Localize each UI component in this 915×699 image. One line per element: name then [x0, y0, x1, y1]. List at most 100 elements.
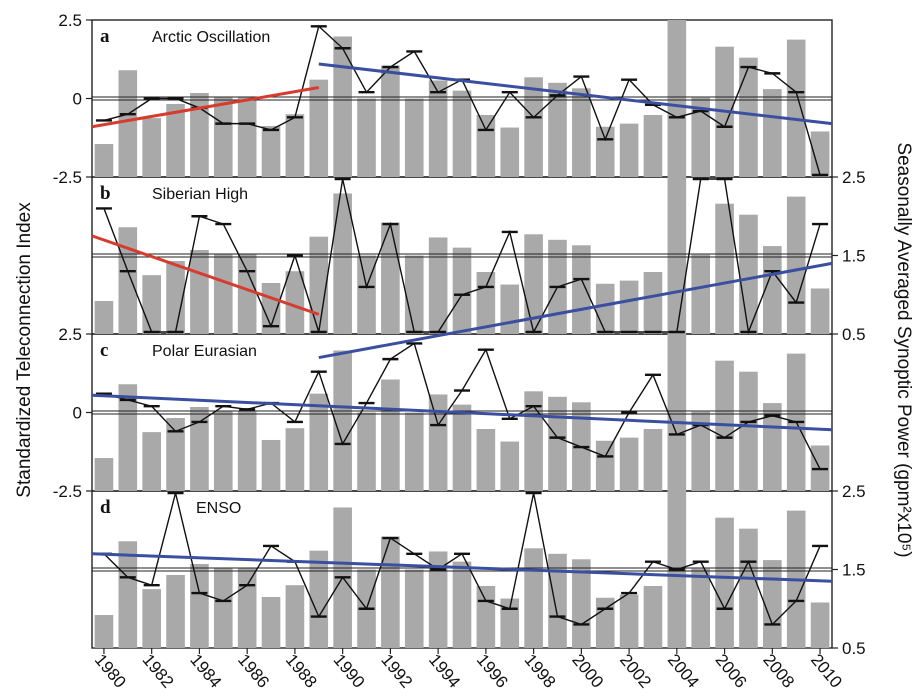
power-bar — [357, 98, 376, 177]
power-bar — [619, 437, 639, 491]
power-bar — [524, 234, 543, 334]
power-bar — [333, 193, 352, 334]
power-bar — [404, 98, 424, 177]
panel-labels: a Arctic Oscillation b Siberian High c Polar … — [100, 26, 270, 518]
left-tick-label: -2.5 — [53, 482, 82, 501]
left-tick-label: 0 — [73, 90, 82, 109]
power-bar — [94, 301, 114, 334]
power-bar — [404, 255, 424, 334]
trend-line — [318, 261, 833, 360]
right-tick-label: 2.5 — [842, 168, 866, 187]
power-bar — [190, 93, 209, 177]
power-bar — [94, 615, 114, 648]
power-bar — [810, 131, 830, 177]
power-bar — [237, 567, 257, 648]
power-bar — [619, 594, 639, 648]
right-tick-label: 0.5 — [842, 639, 866, 658]
power-bar — [285, 585, 305, 648]
power-bar — [739, 528, 758, 648]
power-bar — [595, 283, 615, 334]
x-tick-label: 1980 — [91, 650, 130, 691]
power-bar — [190, 564, 209, 648]
power-bar — [691, 254, 711, 334]
left-tick-label: 2.5 — [58, 325, 82, 344]
power-bar — [691, 411, 711, 491]
power-bar — [309, 79, 329, 177]
right-tick-label: 1.5 — [842, 561, 866, 580]
power-bar — [619, 280, 639, 334]
power-bar — [452, 404, 472, 491]
power-bar — [285, 114, 305, 177]
power-bar — [476, 114, 496, 177]
power-bar — [548, 553, 567, 648]
x-tick-label: 1986 — [234, 650, 273, 691]
power-bar — [118, 541, 138, 648]
power-bar — [261, 125, 281, 177]
power-bar — [524, 77, 543, 177]
x-tick-label: 2008 — [759, 650, 798, 691]
power-bar — [357, 412, 376, 491]
power-bar — [786, 196, 806, 334]
panel-d-letter: d — [100, 497, 111, 518]
trend-line — [318, 62, 833, 126]
panel-reference-lines — [92, 96, 832, 572]
power-bar — [452, 247, 472, 334]
right-axis-label: Seasonally Averaged Synoptic Power (gpm²… — [893, 142, 914, 557]
power-bar — [548, 82, 567, 177]
right-tick-label: 0.5 — [842, 325, 866, 344]
right-tick-label: 1.5 — [842, 247, 866, 266]
power-bar — [572, 245, 591, 334]
power-bar — [94, 144, 114, 177]
x-tick-label: 2002 — [616, 650, 655, 691]
power-bar — [261, 596, 281, 648]
power-bar — [691, 97, 711, 177]
power-bar — [357, 255, 376, 334]
power-bar — [237, 410, 257, 491]
trend-lines — [91, 62, 833, 583]
power-bar — [309, 393, 329, 491]
power-bar — [691, 568, 711, 648]
power-bar — [285, 271, 305, 334]
panel-b-letter: b — [100, 183, 111, 204]
power-bar — [118, 70, 138, 177]
power-bar — [786, 39, 806, 177]
power-bar — [763, 246, 782, 334]
power-bar — [404, 412, 424, 491]
x-tick-label: 2010 — [807, 650, 846, 691]
power-bar — [333, 350, 352, 491]
trend-line — [91, 86, 320, 129]
power-bar — [667, 177, 687, 334]
trend-line — [91, 393, 833, 432]
power-bar — [428, 80, 448, 177]
power-bar — [595, 126, 615, 177]
power-bar — [476, 585, 496, 648]
power-bar — [381, 536, 400, 648]
power-bar — [595, 597, 615, 648]
x-tick-label: 1992 — [377, 650, 416, 691]
power-bar — [381, 222, 400, 334]
power-bar — [572, 559, 591, 648]
power-bar — [142, 118, 161, 177]
power-bar — [213, 253, 233, 334]
power-bar — [739, 371, 758, 491]
power-bar — [619, 123, 639, 177]
power-bar — [285, 428, 305, 491]
power-bar — [166, 574, 185, 648]
x-tick-label: 1990 — [330, 650, 369, 691]
x-tick-label: 1994 — [425, 650, 464, 691]
power-bar — [166, 103, 185, 177]
power-bar — [500, 441, 520, 491]
right-tick-label: 2.5 — [842, 482, 866, 501]
power-bar — [643, 428, 663, 491]
trend-line — [91, 234, 320, 316]
power-bar — [142, 275, 161, 334]
panel-a-title: Arctic Oscillation — [152, 29, 270, 46]
power-bar — [810, 602, 830, 648]
power-bar — [142, 589, 161, 648]
left-tick-label: -2.5 — [53, 168, 82, 187]
power-bar — [667, 20, 687, 177]
power-bar — [333, 36, 352, 177]
power-bar — [476, 428, 496, 491]
power-bar — [94, 458, 114, 491]
